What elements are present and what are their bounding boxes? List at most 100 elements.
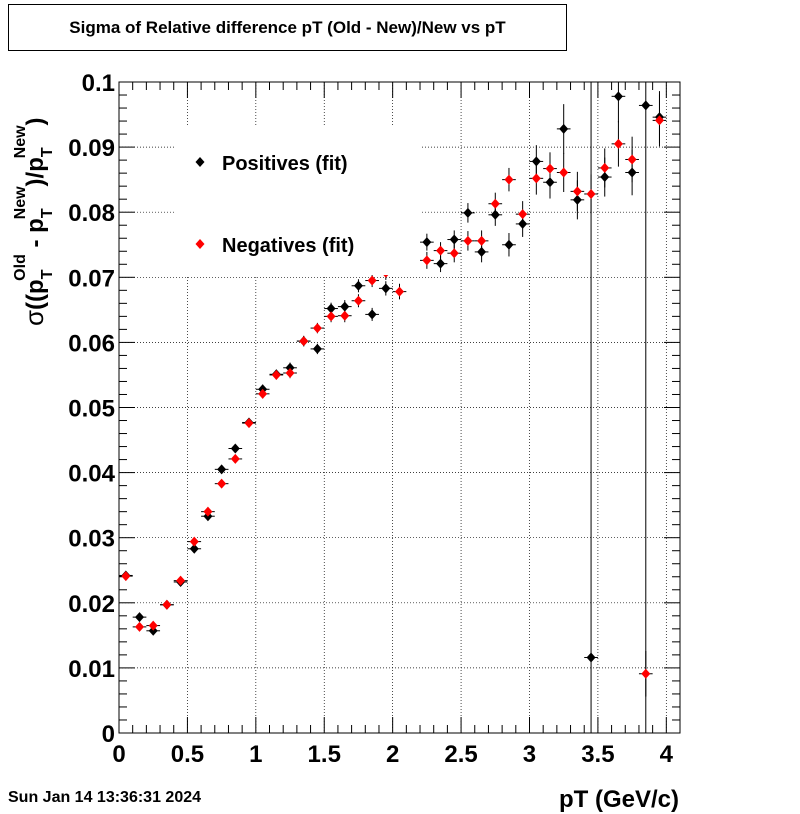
data-point [559,167,569,178]
data-point [148,620,158,631]
data-point [422,237,432,248]
data-point [258,388,268,399]
data-point [477,235,487,246]
data-point [627,154,637,165]
y-tick-labels: 0 0.01 0.02 0.03 0.04 0.05 0.06 0.07 0.08 0.09 0.1 [68,70,115,748]
data-point [436,258,446,269]
data-point [271,369,281,380]
data-point [559,123,569,134]
data-point [162,599,172,610]
x-tick-label: 4 [660,741,674,768]
legend-label-positives: Positives (fit) [222,153,348,175]
data-point [518,209,528,220]
y-label-sigma: σ [19,310,49,326]
y-label-sup1: Old [12,254,29,281]
y-label-sub1: T [39,269,56,279]
y-tick-label: 0.06 [68,330,115,357]
y-label-sup3: New [12,125,29,158]
y-tick-label: 0.04 [68,461,115,488]
y-label-sup2: New [12,186,29,219]
y-tick-label: 0.1 [82,70,115,97]
y-label-close: ) [22,117,49,125]
x-tick-label: 2 [386,741,399,768]
data-point [600,162,610,173]
data-point [477,246,487,257]
svg-text:σ((pTOld - pTNew)/pTNew): σ((pTOld - pTNew)/pTNew) [12,117,56,326]
y-tick-label: 0.09 [68,135,115,162]
data-point [189,536,199,547]
data-point [121,571,131,582]
data-point [613,91,623,102]
data-point [463,235,473,246]
y-tick-label: 0.05 [68,396,115,423]
legend: Positives (fit) Negatives (fit) [175,125,420,275]
x-tick-labels: 0 0.5 1 1.5 2 2.5 3 3.5 4 [112,741,673,768]
data-series [119,82,667,733]
chart-title: Sigma of Relative difference pT (Old - N… [8,4,567,51]
y-tick-label: 0.08 [68,200,115,227]
data-point [244,418,254,429]
x-tick-label: 1 [249,741,262,768]
data-point [449,234,459,245]
data-point [326,303,336,314]
data-point [504,174,514,185]
data-point [422,255,432,266]
data-point [299,336,309,347]
legend-marker-negatives [195,239,205,249]
data-point [504,239,514,250]
x-tick-label: 0 [112,741,125,768]
data-point [531,156,541,167]
data-point [586,652,596,663]
data-point [312,343,322,354]
data-point [217,478,227,489]
data-point [641,100,651,111]
data-point [340,301,350,312]
data-point [230,443,240,454]
data-point [203,506,213,517]
data-point [285,367,295,378]
data-point [654,115,664,126]
x-axis-label: pT (GeV/c) [559,786,679,813]
data-point [586,188,596,199]
data-point [135,612,145,623]
data-point [135,621,145,632]
data-point [490,198,500,209]
y-label-minus: - p [22,218,49,254]
data-point [312,323,322,334]
y-label-sub3: T [39,147,56,157]
x-tick-label: 2.5 [444,741,477,768]
x-tick-label: 3.5 [581,741,614,768]
y-tick-label: 0.01 [68,656,115,683]
y-tick-label: 0.07 [68,265,115,292]
legend-label-negatives: Negatives (fit) [222,235,354,257]
data-point [189,543,199,554]
data-point [613,138,623,149]
y-axis-label: σ((pTOld - pTNew)/pTNew) [12,117,56,326]
timestamp: Sun Jan 14 13:36:31 2024 [8,789,202,806]
y-tick-label: 0 [102,721,115,748]
data-point [367,275,377,286]
data-point [230,453,240,464]
y-label-mid: )/p [22,157,49,186]
data-point [148,625,158,636]
y-label-open: ((p [22,279,49,310]
x-tick-label: 3 [523,741,536,768]
axis-ticks [118,81,681,734]
data-point [545,163,555,174]
data-point [463,207,473,218]
y-tick-label: 0.02 [68,591,115,618]
data-point [176,575,186,586]
data-point [353,280,363,291]
data-point [395,286,404,297]
data-point [217,464,227,475]
data-point [531,173,541,184]
data-point [340,310,350,321]
data-point [367,309,377,320]
data-point [436,245,446,256]
x-tick-label: 1.5 [308,741,341,768]
data-point [353,295,363,306]
data-point [381,283,391,294]
x-tick-label: 0.5 [171,741,204,768]
legend-box [175,125,420,275]
